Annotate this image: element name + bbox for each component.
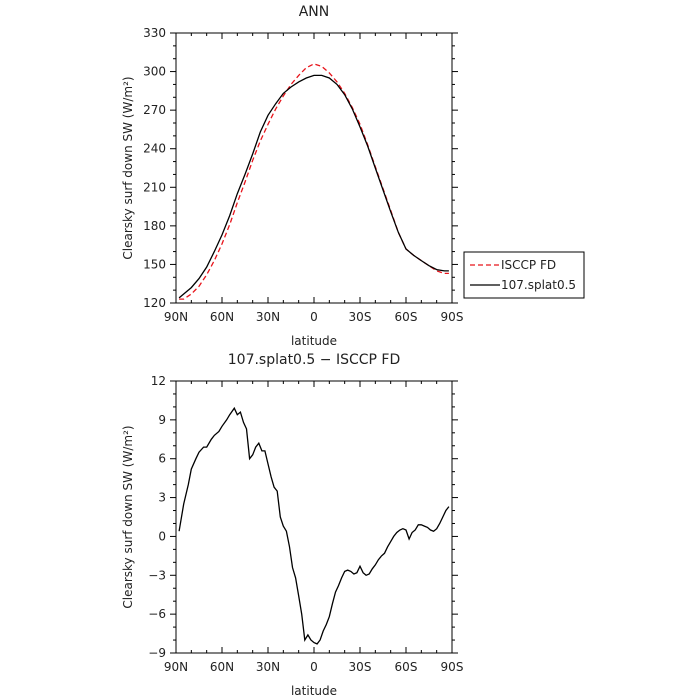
x-tick-label: 60N xyxy=(210,660,234,674)
chart-title: 107.splat0.5 − ISCCP FD xyxy=(228,352,401,368)
x-tick-label: 30N xyxy=(256,660,280,674)
series-line-1 xyxy=(178,406,450,645)
x-tick-label: 30S xyxy=(349,310,372,324)
series-line-2 xyxy=(178,74,449,299)
x-tick-label: 90N xyxy=(164,310,188,324)
x-tick-label: 60N xyxy=(210,310,234,324)
y-tick-label: 9 xyxy=(158,413,166,427)
x-tick-label: 90N xyxy=(164,660,188,674)
legend-box xyxy=(463,251,585,299)
y-axis-label: Clearsky surf down SW (W/m²) xyxy=(121,76,135,259)
chart-panel-2: 107.splat0.5 − ISCCP FD 90N 60N 30N 0 30S 60S 9… xyxy=(121,352,463,698)
legend-label-1: ISCCP FD xyxy=(501,258,556,272)
y-tick-label: −3 xyxy=(148,568,166,582)
legend: ISCCP FD 107.splat0.5 xyxy=(463,251,585,299)
x-tick-label: 90S xyxy=(441,310,464,324)
y-tick-label: 150 xyxy=(143,257,166,271)
series-line-1 xyxy=(179,63,449,300)
x-tick-label: 30S xyxy=(349,660,372,674)
y-tick-label: −6 xyxy=(148,607,166,621)
y-tick-label: 120 xyxy=(143,296,166,310)
y-tick-label: 210 xyxy=(143,180,166,194)
y-tick-label: 12 xyxy=(151,374,166,388)
y-tick-label: 330 xyxy=(143,26,166,40)
x-axis-label: latitude xyxy=(291,684,337,698)
x-tick-label: 90S xyxy=(441,660,464,674)
y-tick-label: 6 xyxy=(158,452,166,466)
y-tick-label: 180 xyxy=(143,219,166,233)
x-axis-label: latitude xyxy=(291,334,337,348)
y-tick-label: 3 xyxy=(158,491,166,505)
y-tick-label: −9 xyxy=(148,646,166,660)
y-tick-label: 300 xyxy=(143,65,166,79)
legend-label-2: 107.splat0.5 xyxy=(501,278,576,292)
y-tick-label: 0 xyxy=(158,529,166,543)
x-tick-label: 0 xyxy=(310,660,318,674)
x-tick-label: 30N xyxy=(256,310,280,324)
chart-panel-1: ANN 90N 60N 30N 0 30S 60S 90S 120 150 180 210 240 270… xyxy=(121,4,585,348)
y-tick-label: 240 xyxy=(143,142,166,156)
plot-frame xyxy=(175,32,453,304)
y-axis-label: Clearsky surf down SW (W/m²) xyxy=(121,425,135,608)
x-tick-label: 60S xyxy=(395,660,418,674)
x-tick-label: 0 xyxy=(310,310,318,324)
chart-title: ANN xyxy=(299,4,330,20)
y-tick-label: 270 xyxy=(143,103,166,117)
x-tick-label: 60S xyxy=(395,310,418,324)
plot-frame xyxy=(175,380,453,654)
